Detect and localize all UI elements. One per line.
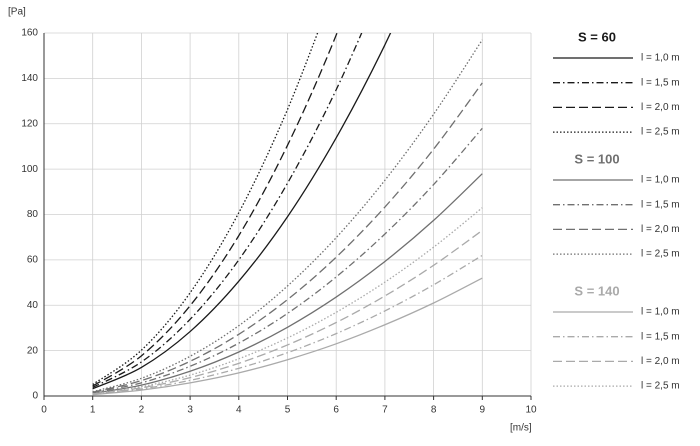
x-tick-label: 0 bbox=[41, 405, 47, 416]
legend-label: l = 1,0 m bbox=[641, 175, 680, 186]
x-tick-label: 3 bbox=[187, 405, 193, 416]
legend-label: l = 2,5 m bbox=[641, 249, 680, 260]
y-tick-label: 20 bbox=[27, 345, 39, 356]
y-axis-label: [Pa] bbox=[8, 7, 26, 18]
data-line bbox=[92, 33, 392, 390]
x-tick-label: 6 bbox=[333, 405, 339, 416]
y-tick-label: 140 bbox=[21, 73, 38, 84]
x-tick-label: 5 bbox=[285, 405, 291, 416]
y-tick-label: 60 bbox=[27, 255, 39, 266]
legend-group-title: S = 60 bbox=[578, 29, 616, 44]
legend-label: l = 2,0 m bbox=[641, 356, 680, 367]
data-line bbox=[92, 229, 483, 395]
y-tick-label: 40 bbox=[27, 300, 39, 311]
x-tick-label: 4 bbox=[236, 405, 242, 416]
data-line bbox=[92, 33, 319, 385]
data-line bbox=[92, 33, 363, 388]
y-tick-label: 160 bbox=[21, 28, 38, 39]
legend-label: l = 2,5 m bbox=[641, 127, 680, 138]
legend-label: l = 1,0 m bbox=[641, 53, 680, 64]
y-tick-label: 80 bbox=[27, 209, 39, 220]
data-line bbox=[92, 207, 483, 395]
x-tick-label: 7 bbox=[382, 405, 388, 416]
x-tick-label: 9 bbox=[480, 405, 486, 416]
x-tick-label: 2 bbox=[139, 405, 145, 416]
y-tick-label: 100 bbox=[21, 164, 38, 175]
data-line bbox=[92, 254, 483, 395]
y-tick-label: 0 bbox=[32, 391, 38, 402]
x-tick-label: 8 bbox=[431, 405, 437, 416]
data-line bbox=[92, 82, 483, 393]
data-line bbox=[92, 277, 483, 396]
legend-group-title: S = 100 bbox=[574, 151, 619, 166]
data-line bbox=[92, 173, 483, 394]
legend-label: l = 1,5 m bbox=[641, 77, 680, 88]
legend-label: l = 2,0 m bbox=[641, 224, 680, 235]
legend-label: l = 1,0 m bbox=[641, 307, 680, 318]
y-tick-label: 120 bbox=[21, 118, 38, 129]
data-line bbox=[92, 127, 483, 394]
legend-label: l = 2,5 m bbox=[641, 381, 680, 392]
data-line bbox=[92, 39, 483, 393]
plot-area bbox=[92, 33, 483, 396]
x-axis-label: [m/s] bbox=[510, 423, 532, 434]
data-line bbox=[92, 33, 338, 387]
x-tick-label: 1 bbox=[90, 405, 96, 416]
legend-label: l = 2,0 m bbox=[641, 102, 680, 113]
x-tick-label: 10 bbox=[525, 405, 537, 416]
legend-label: l = 1,5 m bbox=[641, 331, 680, 342]
legend-label: l = 1,5 m bbox=[641, 199, 680, 210]
legend-group-title: S = 140 bbox=[574, 283, 619, 298]
